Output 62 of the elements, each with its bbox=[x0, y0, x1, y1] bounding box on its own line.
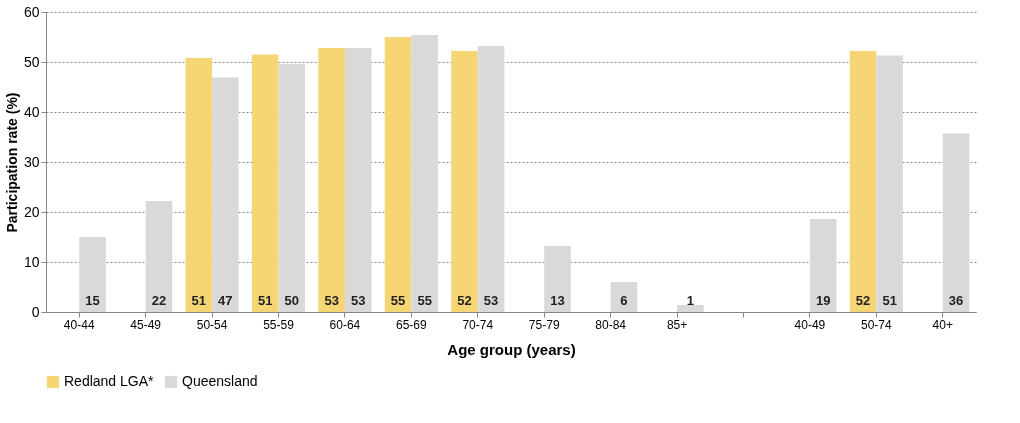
x-tick-label: 40+ bbox=[932, 317, 953, 332]
data-label: 51 bbox=[257, 293, 273, 308]
data-label: 47 bbox=[218, 293, 233, 308]
y-tick-label: 0 bbox=[31, 303, 40, 320]
bar bbox=[251, 54, 279, 312]
x-tick-label: 75-79 bbox=[528, 317, 560, 332]
bar bbox=[876, 55, 903, 312]
bar bbox=[849, 51, 877, 312]
x-tick-label: 45-49 bbox=[130, 317, 162, 332]
y-tick-label: 60 bbox=[23, 3, 40, 20]
bar bbox=[212, 77, 239, 312]
data-label: 53 bbox=[483, 293, 499, 308]
y-tick-label: 20 bbox=[23, 203, 40, 220]
bar bbox=[278, 64, 306, 312]
data-label: 51 bbox=[191, 293, 207, 308]
bar bbox=[79, 237, 106, 312]
data-label: 50 bbox=[284, 293, 300, 308]
x-tick-label: 65-69 bbox=[396, 317, 428, 332]
x-tick-label: 40-44 bbox=[63, 317, 95, 332]
x-tick-label: 40-49 bbox=[794, 317, 826, 332]
bar bbox=[544, 246, 571, 312]
data-label: 22 bbox=[151, 293, 167, 308]
y-tick-label: 40 bbox=[23, 103, 40, 120]
y-tick-label: 30 bbox=[23, 153, 40, 170]
data-label: 13 bbox=[550, 293, 565, 308]
bar bbox=[477, 46, 505, 312]
data-label: 51 bbox=[882, 293, 897, 308]
data-label: 53 bbox=[350, 293, 366, 308]
data-label: 19 bbox=[815, 293, 831, 308]
y-axis-title: Participation rate (%) bbox=[3, 92, 20, 233]
data-label: 6 bbox=[620, 293, 628, 308]
x-tick-label: 55-59 bbox=[263, 317, 295, 332]
x-tick-label: 60-64 bbox=[329, 317, 361, 332]
y-tick-label: 10 bbox=[23, 253, 40, 270]
data-label: 55 bbox=[390, 293, 406, 308]
bar bbox=[318, 48, 345, 312]
data-label: 36 bbox=[948, 293, 964, 308]
data-label: 1 bbox=[686, 293, 694, 308]
bar bbox=[185, 58, 213, 312]
bar bbox=[344, 48, 372, 312]
bar bbox=[451, 51, 478, 312]
bar bbox=[677, 305, 704, 312]
bar bbox=[411, 35, 438, 312]
x-tick-label: 50-74 bbox=[861, 317, 893, 332]
bar bbox=[610, 282, 638, 312]
y-tick-label: 50 bbox=[23, 53, 40, 70]
x-axis-title: Age group (years) bbox=[447, 340, 576, 358]
data-label: 55 bbox=[417, 293, 432, 308]
bar bbox=[809, 219, 837, 312]
data-label: 52 bbox=[457, 293, 472, 308]
bar bbox=[384, 37, 412, 312]
x-tick-label: 70-74 bbox=[462, 317, 494, 332]
data-label: 52 bbox=[855, 293, 871, 308]
bar bbox=[942, 133, 970, 312]
bar bbox=[145, 201, 173, 312]
x-tick-label: 80-84 bbox=[595, 317, 627, 332]
legend-label: Queensland bbox=[182, 373, 258, 389]
x-tick-label: 50-54 bbox=[196, 317, 228, 332]
legend-label: Redland LGA* bbox=[64, 373, 155, 389]
x-tick-label: 85+ bbox=[666, 317, 688, 332]
data-label: 53 bbox=[324, 293, 339, 308]
data-label: 15 bbox=[85, 293, 100, 308]
